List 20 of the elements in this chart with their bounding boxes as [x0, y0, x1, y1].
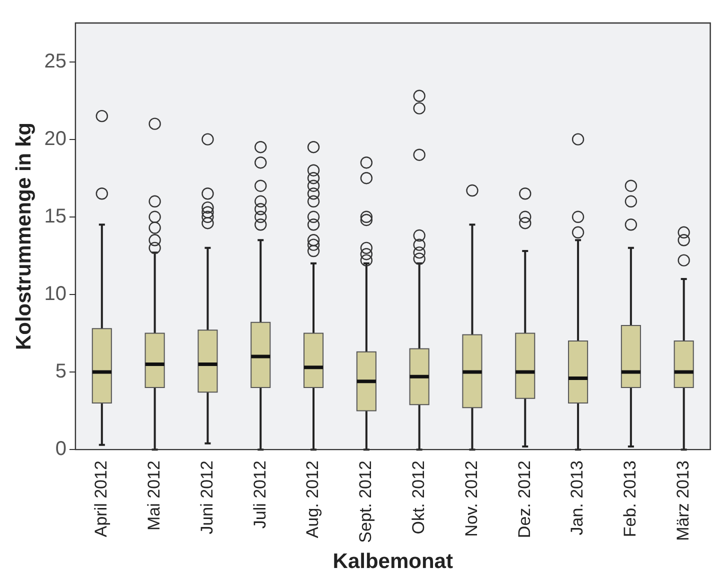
x-tick-label: Nov. 2012: [462, 460, 481, 537]
x-tick-label: Juli 2012: [250, 460, 270, 529]
x-tick-label: Jan. 2013: [568, 460, 587, 536]
x-tick-label: März 2013: [674, 460, 693, 541]
x-tick-label: Dez. 2012: [514, 460, 534, 538]
x-tick-label: April 2012: [92, 460, 111, 538]
y-tick-label: 0: [55, 438, 66, 460]
x-tick-label: Mai 2012: [144, 460, 164, 530]
x-tick-label: Sept. 2012: [356, 460, 376, 543]
x-tick-label: Juni 2012: [197, 460, 216, 534]
y-tick-label: 25: [44, 50, 66, 72]
y-tick-label: 20: [44, 128, 66, 150]
x-tick-label: Okt. 2012: [409, 460, 428, 534]
x-tick-label: Feb. 2013: [620, 460, 640, 538]
y-tick-label: 15: [44, 205, 66, 228]
x-tick-label: Aug. 2012: [303, 460, 322, 538]
y-tick-label: 10: [44, 282, 66, 305]
x-axis-title: Kalbemonat: [332, 550, 453, 574]
y-tick-label: 5: [55, 360, 66, 383]
y-axis-title: Kolostrummenge in kg: [12, 122, 36, 350]
